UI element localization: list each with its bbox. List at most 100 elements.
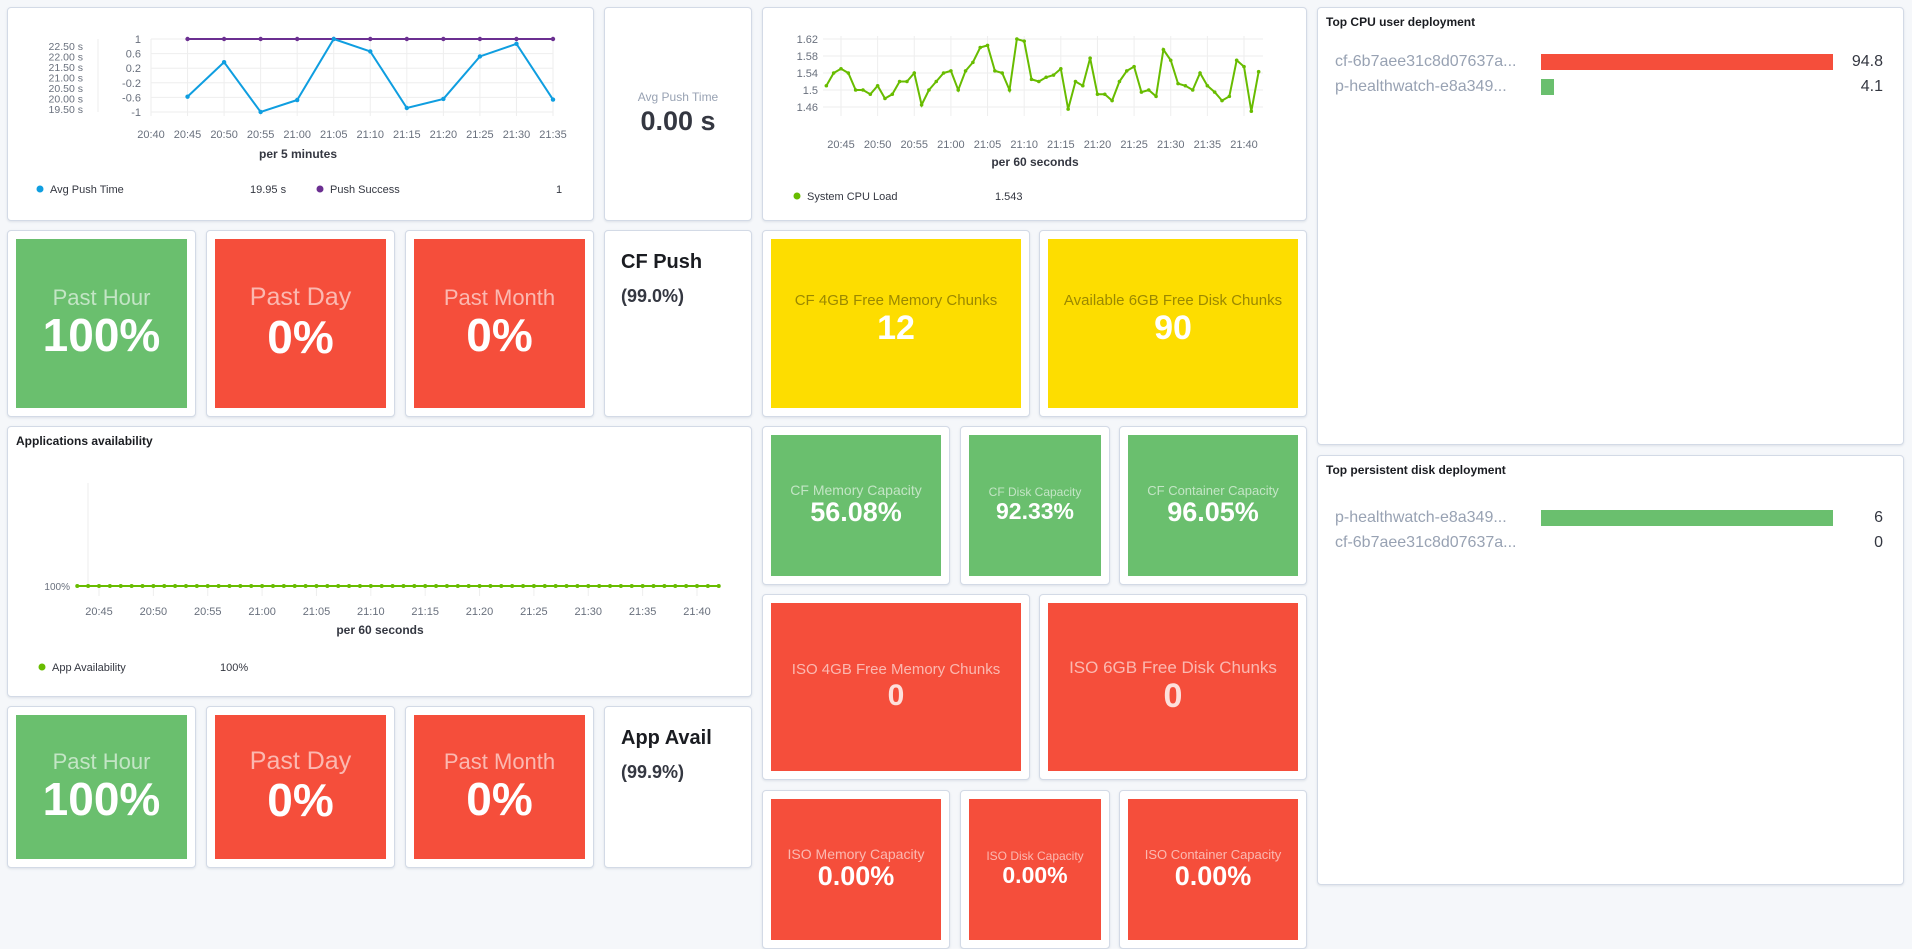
- tile-value: 0%: [267, 310, 334, 363]
- app-availability-point: [695, 584, 699, 588]
- deployment-name: cf-6b7aee31c8d07637a...: [1335, 534, 1517, 551]
- top-disk-panel: Top persistent disk deployment p-healthw…: [1317, 455, 1904, 885]
- push-success-legend-value: 1: [556, 184, 562, 196]
- app-availability-point: [325, 584, 330, 588]
- top-disk-title: Top persistent disk deployment: [1326, 463, 1506, 477]
- cpu-load-point: [1146, 88, 1151, 92]
- app-availability-point: [531, 584, 536, 588]
- cpu-load-point: [1059, 66, 1063, 71]
- cf-disk-capacity-panel: CF Disk Capacity 92.33%: [960, 426, 1110, 585]
- push-success-point: [477, 36, 483, 42]
- applications-availability-panel: Applications availability 20:45 20:50 20:5…: [7, 426, 752, 697]
- x-tick-label: 21:20: [1084, 139, 1112, 151]
- deployment-row[interactable]: cf-6b7aee31c8d07637a... 94.8: [1335, 52, 1883, 72]
- app-availability-point: [194, 584, 199, 588]
- avg-push-time-point: [258, 109, 263, 115]
- cpu-load-chart: 1.62 1.58 1.54 1.5 1.46 20:45 20:50 20:55 21:00 2…: [793, 34, 1263, 203]
- deployment-row[interactable]: p-healthwatch-e8a349... 4.1: [1335, 77, 1883, 97]
- y-tick-label: 1.62: [797, 34, 818, 46]
- avg-push-time-point: [331, 36, 336, 42]
- app-availability-point: [466, 584, 471, 588]
- cf-container-capacity-panel: CF Container Capacity 96.05%: [1119, 426, 1307, 585]
- cpu-load-point: [861, 88, 865, 92]
- x-tick-label: 21:00: [283, 129, 311, 141]
- y-right-tick-label: 0.2: [126, 63, 141, 75]
- app-availability-point: [238, 584, 243, 588]
- tile-value: 90: [1154, 308, 1192, 347]
- y-right-tick-label: -0.6: [122, 92, 141, 104]
- push-success-point: [221, 36, 227, 42]
- cpu-load-point: [853, 88, 858, 92]
- cf-memory-chunks-panel: CF 4GB Free Memory Chunks 12: [762, 230, 1030, 417]
- cpu-load-point: [890, 92, 895, 97]
- app-availability-point: [303, 584, 308, 588]
- cpu-load-point: [919, 103, 924, 107]
- y-left-tick-label: 22.50 s: [49, 41, 83, 53]
- app-availability-point: [249, 584, 254, 588]
- x-tick-label: 21:20: [466, 606, 494, 618]
- avg-push-time-point: [294, 97, 300, 103]
- tile-value: 12: [877, 308, 915, 347]
- app-avail-past-day: Past Day 0%: [206, 706, 395, 868]
- cpu-load-point: [1256, 69, 1261, 74]
- y-right-tick-label: -0.2: [122, 78, 141, 90]
- deployment-name: p-healthwatch-e8a349...: [1335, 509, 1507, 526]
- x-tick-label: 21:30: [503, 129, 531, 141]
- tile-label: ISO 6GB Free Disk Chunks: [1069, 657, 1277, 677]
- app-availability-point: [357, 584, 362, 588]
- cpu-load-legend-label: System CPU Load: [807, 191, 897, 203]
- cpu-load-point: [1029, 77, 1034, 82]
- deployment-row[interactable]: p-healthwatch-e8a349... 6: [1335, 508, 1883, 528]
- cpu-load-point: [993, 69, 997, 73]
- app-availability-point: [521, 584, 526, 588]
- cpu-load-point: [949, 69, 953, 73]
- tile-label: Past Month: [443, 748, 556, 774]
- app-availability-point: [97, 584, 101, 588]
- app-availability-point: [75, 584, 80, 588]
- app-avail-summary: App Avail (99.9%): [604, 706, 752, 868]
- deployment-name: cf-6b7aee31c8d07637a...: [1335, 53, 1517, 70]
- app-availability-point: [173, 584, 178, 588]
- cpu-load-point: [1234, 58, 1239, 63]
- cpu-load-point: [1044, 75, 1048, 80]
- x-tick-label: 21:00: [248, 606, 276, 618]
- tile-label: Available 6GB Free Disk Chunks: [1063, 292, 1283, 309]
- app-availability-point: [651, 584, 656, 588]
- app-avail-title: App Avail: [621, 727, 712, 749]
- cpu-load-point: [905, 79, 909, 84]
- app-availability-point: [477, 584, 482, 588]
- y-tick-label: 1.58: [797, 51, 818, 63]
- x-tick-label: 20:55: [194, 606, 222, 618]
- y-right-tick-label: -1: [131, 107, 141, 119]
- app-availability-chart: 20:45 20:50 20:55 21:00 21:05 21:10 21:15 21:20…: [38, 483, 721, 674]
- tile-label: CF Container Capacity: [1147, 482, 1279, 498]
- push-success-point: [404, 36, 410, 42]
- app-availability-point: [608, 584, 613, 588]
- app-availability-point: [260, 584, 265, 588]
- app-availability-point: [270, 584, 275, 588]
- app-availability-point: [618, 584, 623, 588]
- app-availability-point: [455, 584, 460, 588]
- push-success-legend-dot: [316, 185, 324, 193]
- tile-value: 96.05%: [1167, 496, 1259, 527]
- app-availability-point: [434, 584, 439, 588]
- push-time-chart: 20:40 20:45 20:50 20:55 21:00 21:05 21:10 21:15…: [36, 34, 567, 196]
- bar-track: [1541, 510, 1833, 526]
- app-availability-point: [412, 584, 417, 588]
- cpu-load-point: [1066, 107, 1070, 111]
- tile-label: ISO Disk Capacity: [986, 849, 1084, 864]
- avg-push-time-point: [185, 94, 190, 99]
- x-tick-label: 20:45: [85, 606, 113, 618]
- app-availability-point: [368, 584, 373, 588]
- cpu-load-legend-value: 1.543: [995, 191, 1023, 203]
- top-cpu-panel: Top CPU user deployment cf-6b7aee31c8d07…: [1317, 7, 1904, 445]
- app-availability-point: [597, 584, 602, 588]
- deployment-row[interactable]: cf-6b7aee31c8d07637a... 0: [1335, 533, 1883, 553]
- push-success-point: [294, 36, 300, 42]
- tile-label: Past Hour: [52, 285, 151, 311]
- deployment-name: p-healthwatch-e8a349...: [1335, 78, 1507, 95]
- push-success-point: [514, 36, 519, 42]
- push-success-legend-label: Push Success: [330, 184, 400, 196]
- tile-value: 0%: [466, 309, 533, 362]
- cpu-load-point: [1132, 64, 1136, 69]
